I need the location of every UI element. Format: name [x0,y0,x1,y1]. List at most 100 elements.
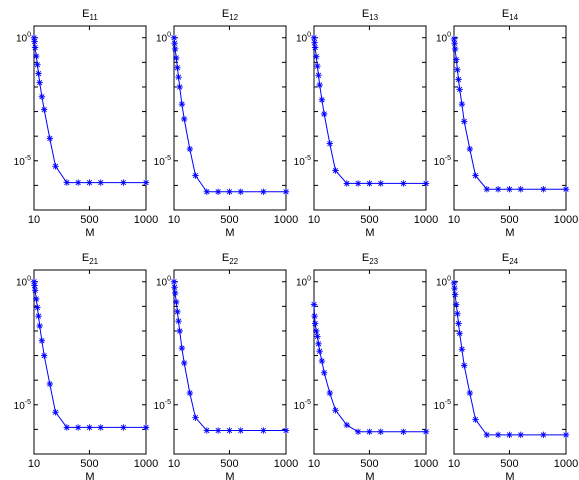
y-tick-label: 100 [16,276,31,289]
marker-stroke [171,279,177,285]
data-point [377,180,384,187]
x-axis-label: M [505,471,514,480]
series-line [453,38,566,190]
data-point [451,40,458,47]
data-point [466,145,474,153]
marker-stroke [215,189,221,195]
data-point [472,172,479,179]
data-point [192,172,199,179]
marker-stroke [454,67,461,73]
marker-stroke [260,189,266,195]
data-point [422,180,430,187]
data-point [332,167,339,174]
marker-stroke [453,56,459,63]
data-point [454,66,461,73]
data-point [540,186,547,193]
data-point [316,348,323,355]
marker-stroke [461,362,467,368]
subplot-24: E24 10 500 1000 M 100 10-5 [434,252,579,480]
marker-stroke [34,62,41,68]
marker-stroke [459,101,465,107]
data-point [214,427,222,434]
marker-stroke [171,40,178,46]
marker-stroke [35,70,42,77]
marker-stroke [313,328,319,334]
marker-stroke [311,35,317,41]
data-point [400,180,407,187]
data-point [400,428,407,435]
marker-stroke [98,424,104,431]
marker-stroke [75,179,81,186]
data-point [320,110,328,118]
data-point [180,359,188,367]
series-line [33,37,146,184]
marker-stroke [355,180,361,187]
data-point [186,389,194,397]
data-point [35,312,42,320]
marker-stroke [64,424,70,431]
data-point [366,180,373,187]
data-point [34,61,41,68]
subplot-12: E12 10 500 1000 M 100 10-5 [154,8,299,239]
x-tick-label: 500 [360,458,378,470]
marker-stroke [86,179,93,186]
marker-stroke [179,345,185,351]
marker-stroke [457,330,463,336]
data-point [458,100,466,108]
data-point [451,45,459,53]
data-point [86,179,93,186]
marker-stroke [47,135,53,142]
data-point [171,284,178,291]
data-point [311,44,319,51]
data-point [506,431,513,439]
data-point [192,414,199,421]
marker-stroke [453,301,459,308]
axes-box [173,269,287,455]
data-point [63,424,71,431]
data-point [46,380,54,388]
axes-box [313,269,427,455]
data-point [31,287,39,294]
x-tick-label: 10 [168,458,180,470]
y-tick-label: 10-5 [14,399,31,412]
marker-stroke [33,296,39,302]
marker-stroke [327,390,333,396]
data-point [175,317,182,325]
x-axis-label: M [225,471,234,480]
data-point [170,34,178,41]
data-point [260,427,267,434]
marker-stroke [52,163,59,169]
data-point [142,424,150,431]
data-point [326,389,334,397]
x-axis-label: M [365,471,374,480]
data-point [36,79,43,86]
x-tick-label: 1000 [134,214,158,226]
data-point [52,408,59,416]
marker-stroke [563,432,569,438]
x-tick-label: 500 [220,458,238,470]
data-point [456,86,463,93]
data-point [483,431,491,439]
data-point [173,54,180,62]
data-point [74,424,82,431]
marker-stroke [332,407,339,413]
marker-stroke [311,39,318,45]
data-point [453,301,460,308]
data-point [203,427,211,434]
data-point [310,34,318,41]
marker-stroke [181,360,187,366]
marker-stroke [378,429,384,435]
data-point [38,337,46,344]
series-line [33,281,146,428]
data-point [171,289,179,297]
x-tick-label: 500 [360,214,378,226]
subplot-title: E23 [362,252,379,266]
data-point [494,431,502,439]
subplot-title: E13 [362,8,379,22]
x-tick-label: 500 [500,458,518,470]
data-point [120,424,127,431]
data-point [31,44,39,51]
subplot-23: E23 10 500 1000 M 100 10-5 [294,252,439,480]
data-point [453,56,460,63]
marker-stroke [495,432,501,438]
